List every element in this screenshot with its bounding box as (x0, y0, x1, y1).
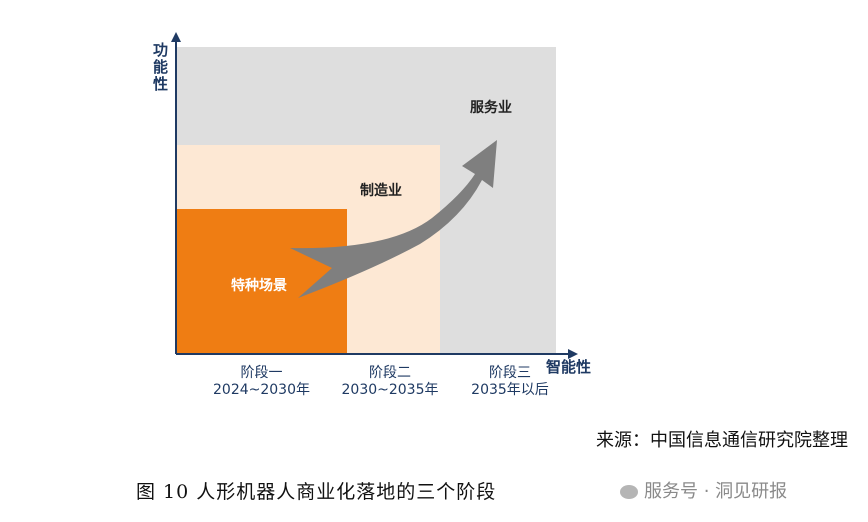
x-axis-arrowhead (568, 349, 578, 359)
wechat-icon (620, 485, 638, 499)
figure-caption: 图 10 人形机器人商业化落地的三个阶段 (136, 481, 497, 503)
growth-arrow (290, 140, 497, 298)
stage-1-name: 阶段一 (240, 365, 283, 381)
stage-3-name: 阶段三 (489, 365, 531, 381)
source-note: 来源：中国信息通信研究院整理 (596, 430, 848, 451)
stage-2-period: 2030~2035年 (341, 382, 439, 398)
x-axis-label: 智能性 (546, 358, 592, 376)
region-label-manufacturing: 制造业 (360, 183, 402, 199)
y-axis-arrowhead (171, 32, 181, 42)
stage-2-label: 阶段二 2030~2035年 (330, 365, 450, 399)
stage-1-period: 2024~2030年 (213, 382, 310, 398)
region-label-services: 服务业 (470, 100, 512, 116)
stage-3-label: 阶段三 2035年以后 (450, 365, 570, 399)
watermark-text: 服务号 · 洞见研报 (644, 481, 788, 502)
watermark: 服务号 · 洞见研报 (620, 477, 787, 503)
stage-2-name: 阶段二 (369, 365, 411, 381)
region-label-special-scenarios: 特种场景 (231, 278, 287, 294)
stage-3-period: 2035年以后 (471, 382, 549, 398)
stage-1-label: 阶段一 2024~2030年 (176, 365, 347, 399)
y-axis-label: 功能性 (153, 41, 169, 93)
